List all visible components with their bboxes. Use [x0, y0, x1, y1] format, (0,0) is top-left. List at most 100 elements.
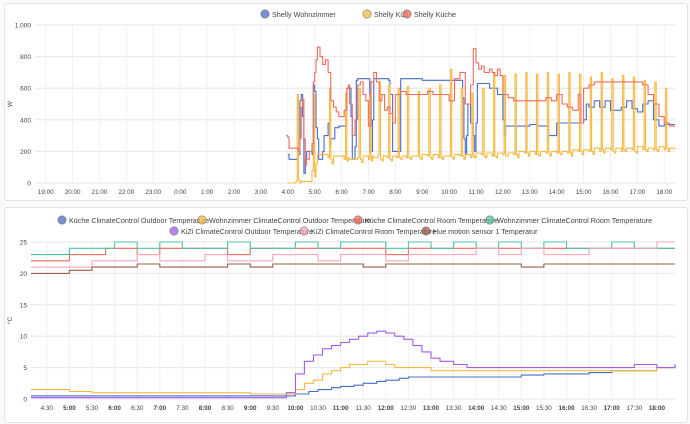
x-tick-label: 2:00 [228, 189, 241, 196]
x-tick-label: 21:00 [92, 189, 108, 196]
x-tick-label: 12:00 [378, 405, 395, 412]
x-tick-label: 7:00 [153, 405, 166, 412]
legend-swatch-icon [169, 226, 179, 236]
x-tick-label: 16:00 [603, 189, 619, 196]
legend-item[interactable]: KiZi ClimateControl Outdoor Temperature [169, 226, 313, 236]
y-tick-label: 600 [20, 86, 31, 93]
x-tick-label: 9:00 [244, 405, 257, 412]
series-line [287, 68, 676, 184]
legend-item[interactable]: Wohnzimmer ClimateControl Room Temperatu… [485, 215, 652, 225]
x-tick-label: 16:30 [581, 405, 597, 412]
legend-item[interactable]: Hue motion sensor 1 Temperatur [421, 226, 538, 236]
x-tick-label: 14:00 [468, 405, 485, 412]
legend-label: Shelly Wohnzimmer [272, 10, 336, 19]
x-tick-label: 8:30 [221, 405, 234, 412]
x-tick-label: 18:00 [649, 405, 666, 412]
x-tick-label: 6:00 [108, 405, 121, 412]
y-tick-label: 25 [20, 240, 28, 247]
x-tick-label: 19:00 [38, 189, 54, 196]
power-chart-card: Shelly Wohnzimmer Shelly KiZi Shelly Küche… [4, 3, 688, 201]
power-chart: Shelly Wohnzimmer Shelly KiZi Shelly Küche… [7, 9, 676, 196]
y-tick-label: 800 [20, 54, 31, 61]
y-tick-label: 0 [27, 181, 31, 188]
legend-swatch-icon [353, 215, 363, 225]
series-line [31, 241, 675, 256]
x-tick-label: 4:00 [282, 189, 295, 196]
x-tick-label: 20:00 [65, 189, 81, 196]
legend-swatch-icon [299, 226, 309, 236]
legend-swatch-icon [362, 9, 372, 19]
legend-swatch-icon [57, 215, 67, 225]
x-tick-label: 9:30 [267, 405, 280, 412]
legend-label: Hue motion sensor 1 Temperatur [433, 227, 538, 236]
x-tick-label: 9:00 [416, 189, 429, 196]
x-tick-label: 6:00 [335, 189, 348, 196]
x-tick-label: 14:30 [491, 405, 507, 412]
legend-swatch-icon [260, 9, 270, 19]
x-tick-label: 23:00 [145, 189, 161, 196]
y-tick-label: 1.000 [15, 23, 32, 30]
x-tick-label: 17:00 [629, 189, 645, 196]
y-tick-label: 10 [20, 334, 28, 341]
series-line [31, 360, 675, 395]
x-tick-label: 22:00 [119, 189, 135, 196]
x-tick-label: 13:30 [446, 405, 462, 412]
legend-swatch-icon [197, 215, 207, 225]
legend-item[interactable]: Shelly Küche [402, 9, 456, 19]
x-tick-label: 8:00 [389, 189, 402, 196]
x-tick-label: 10:30 [310, 405, 326, 412]
x-tick-label: 17:30 [626, 405, 642, 412]
x-tick-label: 5:30 [86, 405, 99, 412]
x-tick-label: 7:30 [176, 405, 189, 412]
x-tick-label: 12:30 [400, 405, 416, 412]
legend-label: KiZi ClimateControl Room Temperature [311, 227, 436, 236]
x-tick-label: 3:00 [255, 189, 268, 196]
x-tick-label: 11:30 [356, 405, 372, 412]
x-tick-label: 10:00 [441, 189, 457, 196]
x-tick-label: 15:00 [576, 189, 592, 196]
legend-item[interactable]: Wohnzimmer ClimateControl Outdoor Temper… [197, 215, 371, 225]
x-tick-label: 12:00 [495, 189, 511, 196]
x-tick-label: 11:00 [333, 405, 349, 412]
chart-legend: Küche ClimateControl Outdoor Temperature… [57, 215, 652, 236]
series-line [31, 263, 675, 274]
series-line [31, 241, 675, 268]
legend-item[interactable]: Küche ClimateControl Room Temperature [353, 215, 498, 225]
x-tick-label: 14:00 [549, 189, 565, 196]
series-line [31, 364, 676, 397]
y-tick-label: 0 [23, 397, 27, 404]
chart-legend: Shelly Wohnzimmer Shelly KiZi Shelly Küche [260, 9, 456, 19]
y-axis-label: °C [6, 317, 14, 325]
legend-item[interactable]: Shelly Wohnzimmer [260, 9, 337, 19]
x-tick-label: 4:30 [41, 405, 54, 412]
legend-item[interactable]: Küche ClimateControl Outdoor Temperature [57, 215, 209, 225]
x-tick-label: 11:00 [468, 189, 484, 196]
x-tick-label: 17:00 [604, 405, 621, 412]
legend-label: KiZi ClimateControl Outdoor Temperature [181, 227, 313, 236]
y-axis-label: W [7, 100, 14, 107]
x-tick-label: 5:00 [309, 189, 322, 196]
y-tick-label: 5 [23, 365, 27, 372]
y-tick-label: 15 [20, 302, 28, 309]
legend-label: Shelly KiZi [374, 10, 408, 19]
x-tick-label: 8:00 [199, 405, 212, 412]
legend-label: Küche ClimateControl Outdoor Temperature [69, 216, 209, 225]
legend-label: Küche ClimateControl Room Temperature [365, 216, 498, 225]
series-line [31, 330, 675, 399]
x-tick-label: 13:00 [423, 405, 440, 412]
legend-swatch-icon [421, 226, 431, 236]
x-tick-label: 6:30 [131, 405, 144, 412]
x-tick-label: 0:00 [174, 189, 187, 196]
x-tick-label: 18:00 [656, 189, 672, 196]
legend-item[interactable]: KiZi ClimateControl Room Temperature [299, 226, 436, 236]
legend-item[interactable]: Shelly KiZi [362, 9, 409, 19]
temperature-chart-card: Küche ClimateControl Outdoor Temperature… [4, 207, 688, 423]
y-tick-label: 200 [20, 149, 31, 156]
x-tick-label: 15:00 [513, 405, 530, 412]
legend-label: Shelly Küche [414, 10, 456, 19]
y-tick-label: 400 [20, 117, 31, 124]
x-tick-label: 15:30 [536, 405, 552, 412]
x-tick-label: 5:00 [63, 405, 76, 412]
temperature-chart: Küche ClimateControl Outdoor Temperature… [6, 215, 676, 412]
x-tick-label: 10:00 [287, 405, 304, 412]
